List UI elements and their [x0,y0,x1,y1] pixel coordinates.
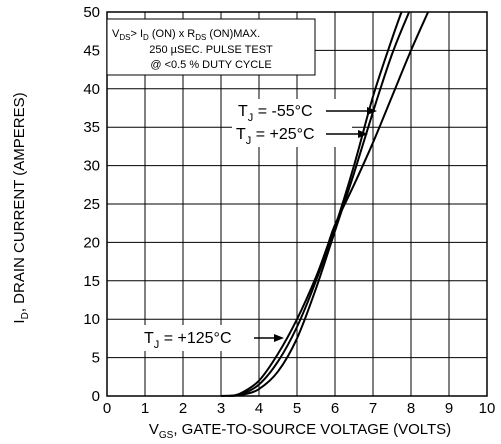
y-tick-label: 40 [83,81,100,98]
x-tick-label: 6 [331,400,339,417]
plot-frame [106,11,488,397]
y-tick-labels: 0 5 10 15 20 25 30 35 40 45 50 [83,4,100,405]
x-tick-labels: 0 1 2 3 4 5 6 7 8 9 10 [103,400,496,417]
arrow-head [367,107,377,115]
x-axis-title: VGS, GATE-TO-SOURCE VOLTAGE (VOLTS) [149,421,451,441]
y-tick-label: 35 [83,119,100,136]
y-tick-label: 45 [83,42,100,59]
note-line-2: 250 µSEC. PULSE TEST [149,44,273,56]
x-tick-label: 4 [255,400,263,417]
note-box [106,18,316,76]
y-tick-label: 0 [92,388,100,405]
x-tick-label: 1 [141,400,149,417]
x-tick-label: 10 [479,400,496,417]
y-tick-label: 20 [83,234,100,251]
note-line-1: VDS> ID (ON) x RDS (ON)MAX. [112,28,260,42]
series-label-text: TJ = -55°C [238,103,313,124]
series-label-text: TJ = +125°C [144,330,232,351]
y-axis-title: ID, DRAIN CURRENT (AMPERES) [11,92,31,323]
series-label-text: TJ = +25°C [236,126,315,147]
x-tick-label: 2 [179,400,187,417]
y-tick-label: 10 [83,311,100,328]
y-tick-label: 50 [83,4,100,21]
x-tick-label: 8 [407,400,415,417]
y-tick-label: 25 [83,196,100,213]
curves [220,11,430,397]
x-tick-label: 9 [445,400,453,417]
x-tick-label: 0 [103,400,111,417]
y-tick-label: 30 [83,158,100,175]
x-tick-label: 3 [217,400,225,417]
y-tick-label: 5 [92,350,100,367]
series-label-plus125: TJ = +125°C [140,325,284,351]
x-tick-label: 7 [369,400,377,417]
curve-tj-minus55 [220,11,403,397]
series-label-minus55: TJ = -55°C [234,99,377,124]
curve-tj-plus125 [228,11,430,397]
y-tick-label: 15 [83,273,100,290]
arrow-head [358,130,368,138]
x-tick-label: 5 [293,400,301,417]
curve-tj-plus25 [232,11,411,397]
test-conditions-note: VDS> ID (ON) x RDS (ON)MAX. 250 µSEC. PU… [106,18,316,76]
arrow-head [274,334,284,342]
series-label-plus25: TJ = +25°C [232,121,368,147]
note-line-3: @ <0.5 % DUTY CYCLE [150,59,271,71]
